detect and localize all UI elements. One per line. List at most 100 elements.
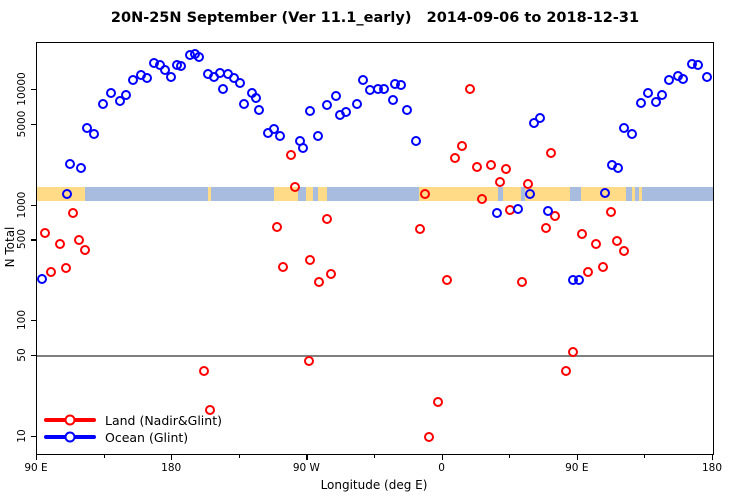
data-point-ocean <box>234 77 245 88</box>
data-point-land <box>605 207 616 218</box>
data-point-land <box>560 366 571 377</box>
x-axis-minor-tick <box>103 454 105 458</box>
data-point-ocean <box>701 72 712 83</box>
data-point-ocean <box>251 92 262 103</box>
data-point-ocean <box>635 97 646 108</box>
y-axis-tick <box>31 88 36 91</box>
data-point-land <box>415 223 426 234</box>
data-point-land <box>198 366 209 377</box>
y-axis-tick <box>31 239 36 241</box>
data-point-ocean <box>351 98 362 109</box>
data-point-ocean <box>165 71 176 82</box>
y-axis-tick <box>31 204 36 206</box>
map-strip-land-segment <box>502 186 521 201</box>
plot-area <box>36 42 714 455</box>
data-point-ocean <box>98 98 109 109</box>
x-axis-tick <box>306 454 308 460</box>
data-point-land <box>424 431 435 442</box>
data-point-ocean <box>626 128 637 139</box>
data-point-ocean <box>120 90 131 101</box>
x-axis-minor-tick <box>644 454 646 458</box>
data-point-land <box>583 266 594 277</box>
x-axis-tick-label: 0 <box>438 461 445 474</box>
y-axis-tick-label: 100 <box>16 310 28 331</box>
y-axis-tick-label: 500 <box>16 229 28 250</box>
map-strip-land-segment <box>631 186 635 201</box>
data-point-ocean <box>379 84 389 94</box>
data-point-ocean <box>401 105 412 116</box>
map-strip-land-segment <box>208 186 212 201</box>
data-point-ocean <box>410 136 421 146</box>
data-point-ocean <box>524 189 535 200</box>
data-point-ocean <box>269 124 280 135</box>
x-axis-tick-label: 180 <box>701 461 723 474</box>
data-point-ocean <box>535 113 546 124</box>
y-axis-tick <box>31 355 36 357</box>
data-point-land <box>577 228 588 239</box>
data-point-ocean <box>176 61 187 72</box>
reference-line <box>37 355 713 357</box>
x-axis-tick-label: 90 W <box>292 461 320 474</box>
data-point-land <box>550 210 561 221</box>
data-point-ocean <box>664 75 675 86</box>
data-point-ocean <box>330 90 341 101</box>
data-point-land <box>476 193 487 204</box>
data-point-land <box>619 245 630 256</box>
data-point-ocean <box>357 75 368 86</box>
map-strip-land-segment <box>37 186 86 201</box>
data-point-land <box>54 239 65 250</box>
legend-entry-land: Land (Nadir&Glint) <box>44 412 222 428</box>
data-point-land <box>442 275 453 286</box>
data-point-ocean <box>141 72 152 83</box>
data-point-ocean <box>599 187 610 198</box>
map-strip-land-segment <box>639 186 643 201</box>
legend-label: Ocean (Glint) <box>105 429 189 445</box>
map-strip-land-segment <box>305 186 314 201</box>
legend-marker-ocean-icon <box>44 431 96 443</box>
data-point-ocean <box>305 105 316 116</box>
y-axis-tick-label: 5000 <box>16 110 28 138</box>
legend-label: Land (Nadir&Glint) <box>105 412 222 428</box>
legend-entry-ocean: Ocean (Glint) <box>44 429 222 445</box>
x-axis-tick <box>712 454 714 460</box>
data-point-ocean <box>159 64 170 75</box>
y-axis-title: N Total <box>3 226 17 268</box>
data-point-land <box>457 140 468 151</box>
data-point-land <box>598 261 609 272</box>
data-point-ocean <box>105 88 116 99</box>
x-axis-minor-tick <box>238 454 240 458</box>
legend-marker-land-icon <box>44 414 96 426</box>
data-point-ocean <box>65 158 76 169</box>
x-axis-tick-label: 180 <box>161 461 182 474</box>
data-point-ocean <box>37 274 47 285</box>
data-point-land <box>419 188 430 199</box>
data-point-ocean <box>395 79 406 90</box>
data-point-land <box>39 228 50 239</box>
data-point-land <box>541 223 552 234</box>
x-axis-tick <box>36 454 38 460</box>
data-point-ocean <box>656 90 667 100</box>
data-point-land <box>45 267 56 278</box>
data-point-ocean <box>312 131 323 142</box>
chart-title: 20N-25N September (Ver 11.1_early) 2014-… <box>110 10 640 26</box>
x-axis-minor-tick <box>374 454 375 458</box>
data-point-land <box>611 236 622 247</box>
y-axis-tick <box>31 123 36 126</box>
data-point-land <box>272 221 283 232</box>
data-point-ocean <box>321 99 332 110</box>
data-point-ocean <box>512 204 523 215</box>
y-axis-tick-label: 1000 <box>16 191 28 218</box>
x-axis-tick <box>441 454 443 460</box>
data-point-land <box>523 179 534 190</box>
data-point-ocean <box>574 275 585 286</box>
data-point-land <box>60 262 71 273</box>
data-point-land <box>517 276 528 287</box>
data-point-ocean <box>643 88 654 99</box>
data-point-ocean <box>194 51 205 62</box>
data-point-land <box>321 214 332 225</box>
data-point-land <box>500 164 511 175</box>
y-axis-tick-label: 10 <box>16 429 28 443</box>
data-point-ocean <box>650 96 661 107</box>
x-axis-tick <box>171 454 173 460</box>
